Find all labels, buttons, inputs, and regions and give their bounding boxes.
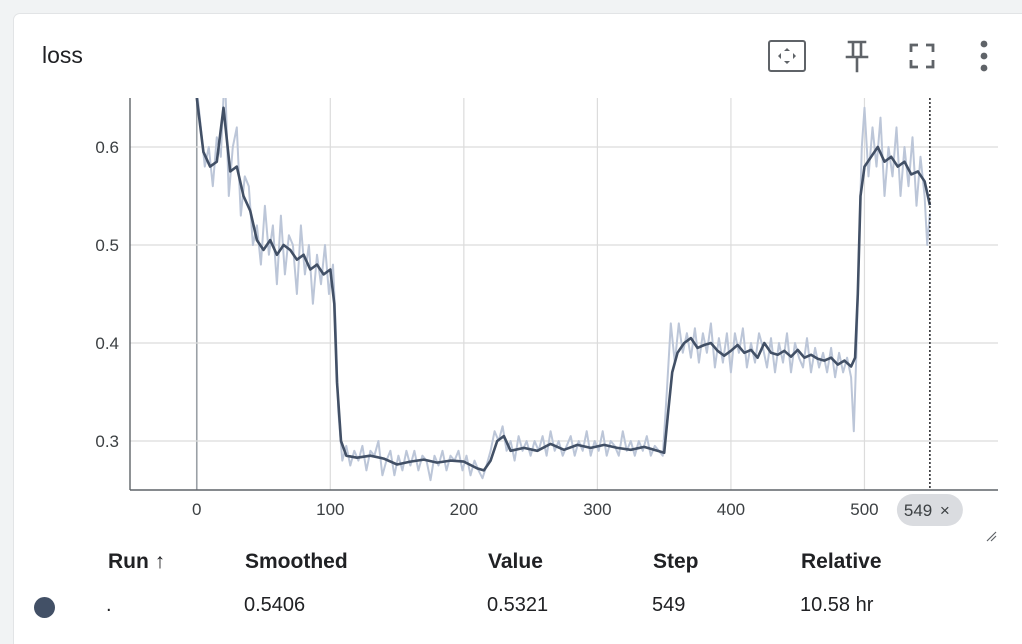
header-relative[interactable]: Relative	[801, 550, 882, 573]
x-tick-label-1: 100	[316, 500, 344, 519]
fullscreen-button[interactable]	[902, 36, 942, 76]
chart-card: loss	[14, 14, 1022, 644]
cell-smoothed: 0.5406	[244, 594, 306, 616]
x-tick-label-4: 400	[717, 500, 745, 519]
fit-domain-button[interactable]	[767, 36, 807, 76]
cell-value: 0.5321	[487, 594, 549, 616]
y-tick-label-1: 0.4	[95, 334, 119, 353]
pin-button[interactable]	[837, 36, 877, 76]
header-step[interactable]: Step	[653, 550, 699, 573]
cell-relative: 10.58 hr	[800, 594, 874, 616]
table-row: . 0.5406 0.5321 549 10.58 hr	[0, 594, 1022, 624]
axis-layer: 0 100 200 300 400 500 0.3 0.4 0.5 0.6	[95, 98, 998, 519]
x-tick-label-3: 300	[583, 500, 611, 519]
card-title: loss	[42, 42, 83, 68]
hover-chip-background	[896, 494, 963, 526]
y-tick-label-3: 0.6	[95, 138, 119, 157]
hover-step-label: 549	[904, 501, 932, 520]
data-table-header: Run ↑ Smoothed Value Step Relative	[0, 550, 1022, 580]
hover-close-icon[interactable]: ×	[940, 501, 950, 520]
pin-icon	[845, 40, 869, 73]
hover-step-chip[interactable]: 549 ×	[896, 494, 963, 526]
x-tick-label-0: 0	[192, 500, 201, 519]
header-smoothed[interactable]: Smoothed	[245, 550, 348, 573]
cell-step: 549	[652, 594, 686, 616]
more-options-button[interactable]	[964, 36, 1004, 76]
resize-handle-icon[interactable]	[986, 531, 997, 542]
x-tick-label-2: 200	[450, 500, 478, 519]
run-color-swatch	[34, 597, 55, 618]
header-run[interactable]: Run ↑	[108, 550, 166, 573]
grid-layer	[130, 98, 998, 490]
series-smoothed-line	[195, 98, 932, 472]
cell-run: .	[106, 594, 112, 616]
x-tick-label-5: 500	[850, 500, 878, 519]
more-vert-icon	[980, 40, 988, 72]
header-value[interactable]: Value	[488, 550, 543, 573]
fit-domain-icon	[768, 40, 806, 72]
y-tick-label-0: 0.3	[95, 432, 119, 451]
series-raw-line	[196, 98, 931, 482]
y-tick-label-2: 0.5	[95, 236, 119, 255]
fullscreen-icon	[909, 43, 935, 69]
